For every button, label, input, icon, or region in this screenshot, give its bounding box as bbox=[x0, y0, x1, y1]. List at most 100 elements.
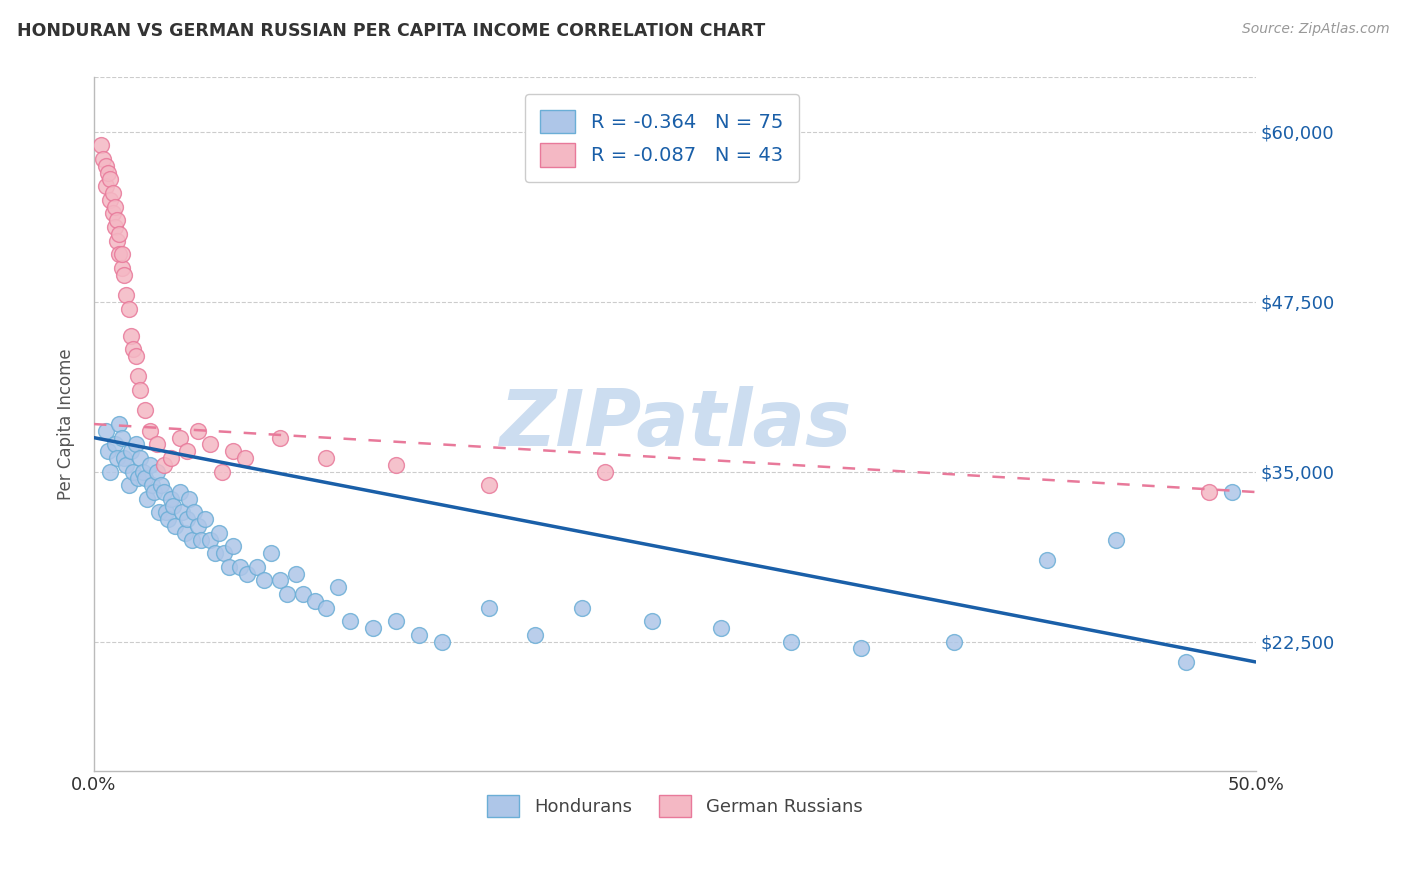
Point bbox=[111, 431, 134, 445]
Point bbox=[361, 621, 384, 635]
Point bbox=[183, 505, 205, 519]
Point bbox=[194, 512, 217, 526]
Point bbox=[122, 343, 145, 357]
Point bbox=[292, 587, 315, 601]
Point bbox=[127, 471, 149, 485]
Point bbox=[155, 505, 177, 519]
Text: HONDURAN VS GERMAN RUSSIAN PER CAPITA INCOME CORRELATION CHART: HONDURAN VS GERMAN RUSSIAN PER CAPITA IN… bbox=[17, 22, 765, 40]
Point bbox=[285, 566, 308, 581]
Point bbox=[187, 424, 209, 438]
Point bbox=[222, 444, 245, 458]
Point bbox=[245, 559, 267, 574]
Point bbox=[152, 458, 174, 472]
Point bbox=[252, 574, 274, 588]
Point bbox=[169, 485, 191, 500]
Point bbox=[94, 179, 117, 194]
Point bbox=[148, 505, 170, 519]
Point bbox=[108, 417, 131, 431]
Point bbox=[115, 458, 138, 472]
Point bbox=[152, 485, 174, 500]
Point bbox=[1222, 485, 1244, 500]
Point bbox=[640, 614, 662, 628]
Point bbox=[315, 451, 337, 466]
Point bbox=[98, 193, 121, 207]
Point bbox=[97, 165, 120, 179]
Point bbox=[169, 431, 191, 445]
Point bbox=[129, 383, 152, 397]
Point bbox=[259, 546, 281, 560]
Point bbox=[212, 546, 235, 560]
Point bbox=[180, 533, 202, 547]
Point bbox=[159, 451, 181, 466]
Text: ZIPatlas: ZIPatlas bbox=[499, 386, 851, 462]
Point bbox=[145, 437, 167, 451]
Point bbox=[710, 621, 733, 635]
Point bbox=[98, 172, 121, 186]
Point bbox=[104, 437, 127, 451]
Point bbox=[143, 485, 166, 500]
Point bbox=[385, 614, 408, 628]
Point bbox=[127, 369, 149, 384]
Point bbox=[141, 478, 163, 492]
Point bbox=[94, 424, 117, 438]
Point bbox=[211, 465, 233, 479]
Point bbox=[136, 491, 159, 506]
Point bbox=[111, 260, 134, 275]
Point bbox=[98, 465, 121, 479]
Point bbox=[108, 247, 131, 261]
Point bbox=[165, 519, 187, 533]
Point bbox=[204, 546, 226, 560]
Point bbox=[179, 491, 201, 506]
Point bbox=[187, 519, 209, 533]
Point bbox=[432, 634, 454, 648]
Point bbox=[385, 458, 408, 472]
Point bbox=[97, 444, 120, 458]
Point bbox=[1198, 485, 1220, 500]
Point bbox=[198, 533, 221, 547]
Point bbox=[105, 213, 128, 227]
Y-axis label: Per Capita Income: Per Capita Income bbox=[58, 348, 75, 500]
Point bbox=[849, 641, 872, 656]
Point bbox=[115, 288, 138, 302]
Point bbox=[138, 424, 160, 438]
Point bbox=[90, 138, 112, 153]
Point bbox=[111, 247, 134, 261]
Point bbox=[218, 559, 240, 574]
Point bbox=[101, 186, 124, 200]
Point bbox=[91, 152, 114, 166]
Point bbox=[118, 478, 141, 492]
Point bbox=[105, 234, 128, 248]
Point bbox=[162, 499, 184, 513]
Point bbox=[134, 471, 156, 485]
Point bbox=[190, 533, 212, 547]
Point bbox=[478, 478, 501, 492]
Point bbox=[104, 219, 127, 234]
Point bbox=[208, 525, 231, 540]
Point bbox=[94, 159, 117, 173]
Point bbox=[593, 465, 616, 479]
Point bbox=[304, 594, 326, 608]
Point bbox=[108, 227, 131, 241]
Text: Source: ZipAtlas.com: Source: ZipAtlas.com bbox=[1241, 22, 1389, 37]
Point bbox=[1174, 655, 1197, 669]
Point bbox=[125, 437, 148, 451]
Point bbox=[172, 505, 194, 519]
Point bbox=[236, 566, 259, 581]
Point bbox=[132, 465, 155, 479]
Point bbox=[112, 268, 135, 282]
Point bbox=[1105, 533, 1128, 547]
Point bbox=[222, 540, 245, 554]
Point bbox=[408, 628, 430, 642]
Point bbox=[524, 628, 547, 642]
Point bbox=[276, 587, 298, 601]
Point bbox=[120, 444, 142, 458]
Point bbox=[138, 458, 160, 472]
Point bbox=[173, 525, 195, 540]
Point bbox=[125, 349, 148, 363]
Point bbox=[339, 614, 361, 628]
Point bbox=[1035, 553, 1057, 567]
Point bbox=[150, 478, 173, 492]
Point bbox=[134, 403, 156, 417]
Point bbox=[118, 301, 141, 316]
Point bbox=[122, 465, 145, 479]
